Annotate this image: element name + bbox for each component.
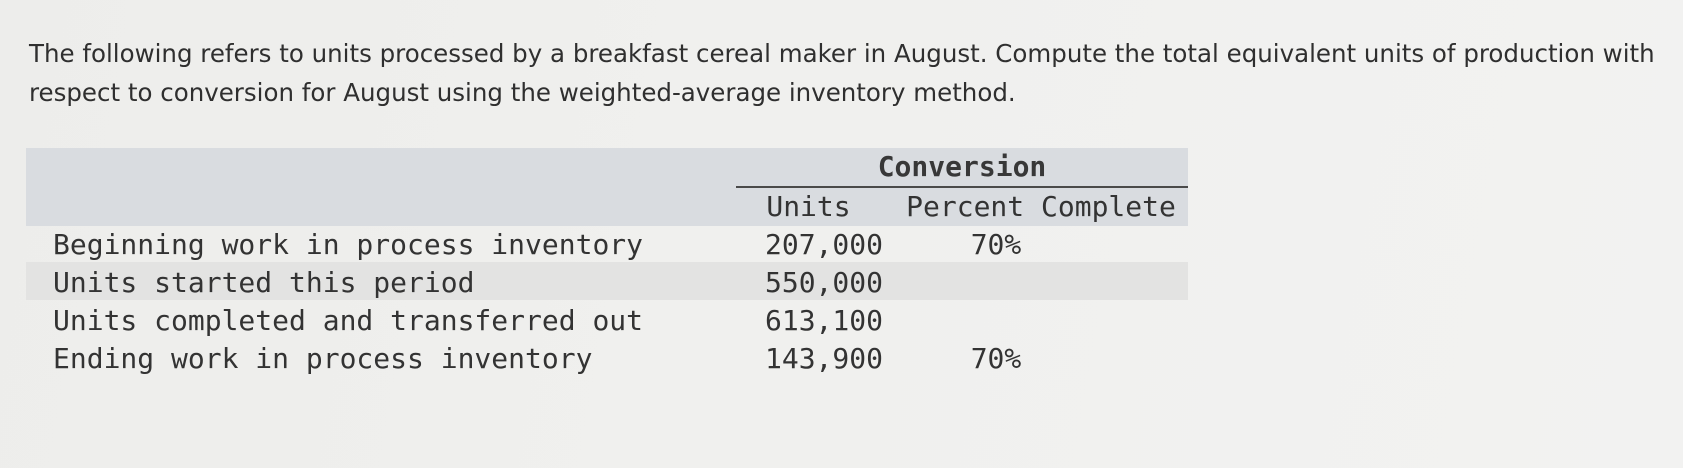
conversion-group-underline — [736, 186, 1188, 188]
row-label-units-started: Units started this period — [53, 266, 475, 299]
row-units-ending-wip: 143,900 — [764, 342, 883, 375]
row-units-units-started: 550,000 — [764, 266, 883, 299]
row-label-beginning-wip: Beginning work in process inventory — [53, 228, 644, 261]
row-label-units-completed: Units completed and transferred out — [53, 304, 644, 337]
row-units-units-completed: 613,100 — [764, 304, 883, 337]
row-units-beginning-wip: 207,000 — [764, 228, 883, 261]
row-percent-ending-wip: 70% — [970, 342, 1022, 375]
row-percent-units-started — [896, 264, 1096, 302]
row-label-ending-wip: Ending work in process inventory — [53, 342, 593, 375]
conversion-group-header: Conversion — [877, 150, 1047, 183]
percent-complete-column-header: Percent Complete — [906, 190, 1176, 223]
units-column-header: Units — [766, 190, 851, 223]
question-text: The following refers to units processed … — [29, 39, 1655, 107]
units-table: Conversion Units Percent Complete Beginn… — [26, 148, 1188, 380]
row-percent-units-completed — [896, 302, 1096, 340]
row-percent-beginning-wip: 70% — [970, 228, 1022, 261]
row-stripe — [26, 262, 1188, 300]
